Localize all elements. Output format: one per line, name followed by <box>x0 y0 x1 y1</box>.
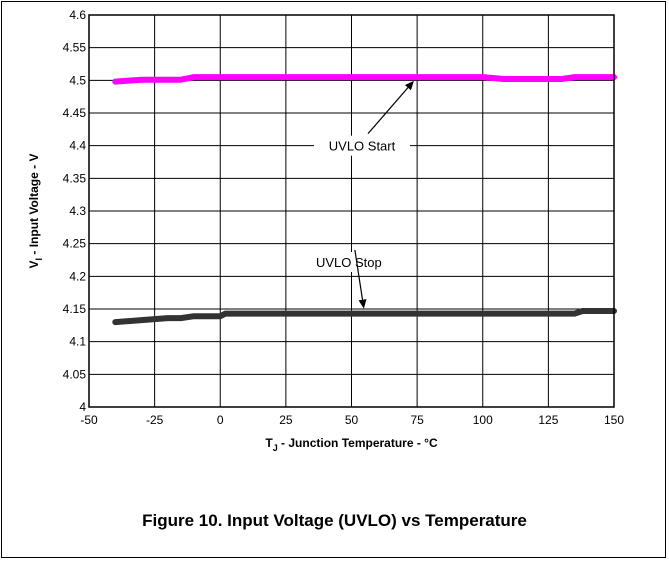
x-tick-label-8: 150 <box>604 413 624 427</box>
annotation-box-1 <box>300 251 397 272</box>
y-tick-label-12: 4.6 <box>69 8 86 22</box>
x-axis-ticks: -50 -25 0 25 50 75 100 125 150 <box>80 413 624 427</box>
annotation-arrowhead-0 <box>404 80 414 91</box>
uvlo-chart: UVLO Start UVLO Stop -50 -25 0 25 50 75 100 125 1… <box>27 8 624 453</box>
y-tick-label-10: 4.5 <box>69 73 86 87</box>
annotation-box-0 <box>314 135 410 156</box>
annotation-label-0: UVLO Start <box>329 139 396 154</box>
plot-area-border <box>88 14 615 408</box>
y-axis-ticks: 4 4.05 4.1 4.15 4.2 4.25 4.3 4.35 4.4 4.45 4.5 4.55… <box>63 8 87 414</box>
x-tick-label-7: 125 <box>538 413 558 427</box>
y-tick-label-2: 4.1 <box>69 335 86 349</box>
annotation-arrow-1 <box>354 249 364 303</box>
y-tick-label-7: 4.35 <box>63 171 87 185</box>
x-tick-label-6: 100 <box>473 413 493 427</box>
annotations: UVLO Start UVLO Stop <box>300 80 414 309</box>
y-axis-label: VI - Input Voltage - V <box>27 154 44 269</box>
x-tick-label-0: -50 <box>80 413 98 427</box>
figure-caption: Figure 10. Input Voltage (UVLO) vs Tempe… <box>142 511 527 530</box>
annotation-arrowhead-1 <box>358 299 367 309</box>
x-tick-label-2: 0 <box>217 413 224 427</box>
y-tick-label-1: 4.05 <box>63 367 87 381</box>
y-tick-label-6: 4.3 <box>69 204 86 218</box>
y-tick-label-9: 4.45 <box>63 106 87 120</box>
y-tick-label-5: 4.25 <box>63 237 87 251</box>
x-tick-label-4: 50 <box>345 413 359 427</box>
grid <box>88 14 615 408</box>
annotation-arrow-0 <box>367 84 411 135</box>
x-tick-label-1: -25 <box>146 413 164 427</box>
annotation-label-1: UVLO Stop <box>316 255 382 270</box>
y-tick-label-8: 4.4 <box>69 139 86 153</box>
x-tick-label-3: 25 <box>279 413 293 427</box>
x-tick-label-5: 75 <box>410 413 424 427</box>
series-line-1 <box>112 308 617 326</box>
y-tick-label-11: 4.55 <box>63 41 87 55</box>
y-tick-label-3: 4.15 <box>63 302 87 316</box>
series-line-0 <box>112 74 617 85</box>
series-layer <box>112 74 617 326</box>
y-tick-label-0: 4 <box>79 400 86 414</box>
x-axis-label: TJ - Junction Temperature - °C <box>265 436 438 453</box>
y-tick-label-4: 4.2 <box>69 269 86 283</box>
